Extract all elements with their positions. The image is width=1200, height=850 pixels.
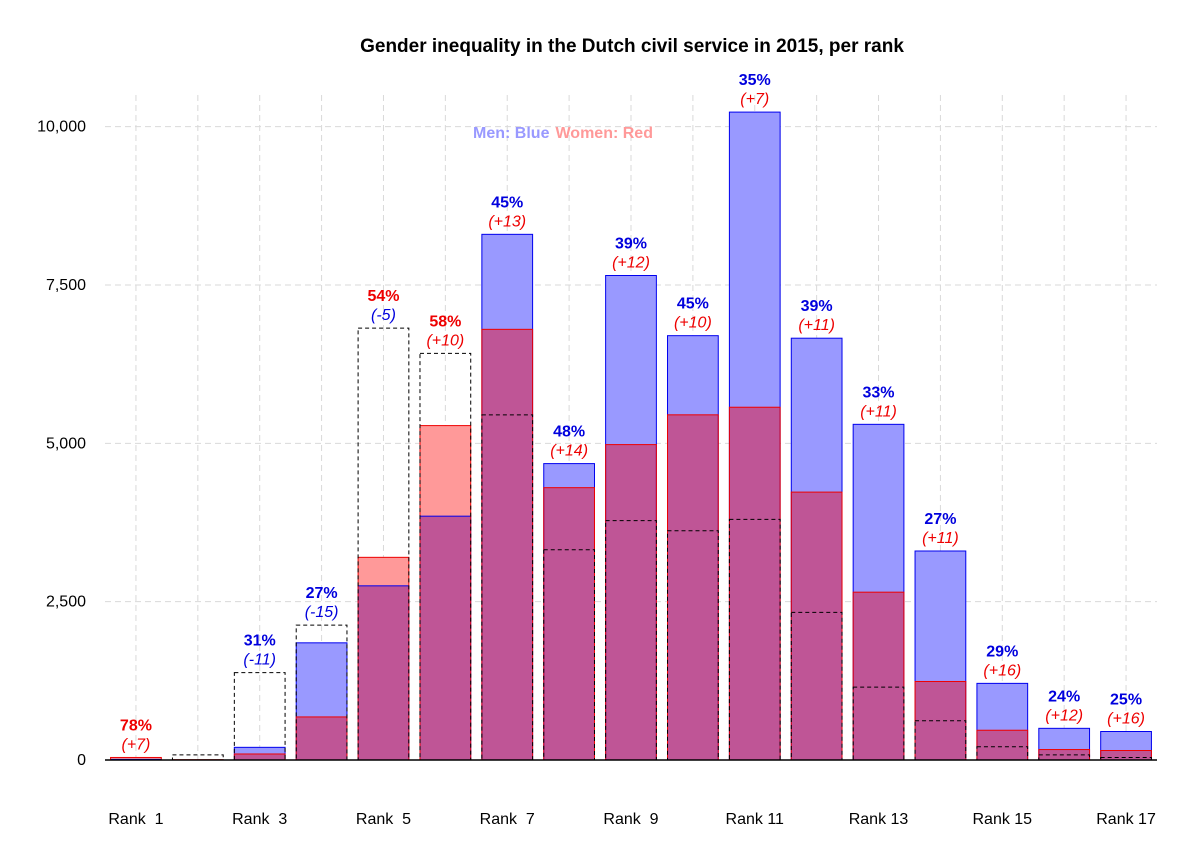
overlap-bar <box>853 592 904 760</box>
men-bar-excess <box>234 747 286 754</box>
percent-label: 35% <box>739 72 771 89</box>
percent-label: 25% <box>1110 692 1142 709</box>
x-tick-label: Rank 1 <box>108 811 163 828</box>
legend-women: Women: Red <box>555 125 652 142</box>
men-bar-excess <box>915 551 966 682</box>
change-label: (+11) <box>798 317 835 334</box>
overlap-bar <box>419 516 471 760</box>
overlap-bar <box>1038 749 1090 760</box>
y-tick-label: 5,000 <box>46 435 86 452</box>
men-bar-excess <box>791 338 843 493</box>
x-tick-label: Rank 17 <box>1096 811 1156 828</box>
x-tick-label: Rank 15 <box>972 811 1032 828</box>
overlap-bar <box>1100 750 1152 760</box>
x-tick-label: Rank 3 <box>232 811 287 828</box>
y-axis: 0 2,500 5,000 7,500 10,000 <box>37 119 86 769</box>
x-tick-label: Rank 9 <box>603 811 658 828</box>
percent-label: 27% <box>306 585 338 602</box>
women-bar-excess <box>110 757 162 760</box>
change-label: (-5) <box>371 307 396 324</box>
change-label: (+7) <box>121 736 150 753</box>
y-tick-label: 0 <box>77 752 86 769</box>
change-label: (+12) <box>1045 707 1083 724</box>
change-label: (+16) <box>983 662 1021 679</box>
men-bar-excess <box>1038 728 1090 750</box>
overlap-bar <box>605 444 657 760</box>
overlap-bar <box>667 414 719 760</box>
chart-title: Gender inequality in the Dutch civil ser… <box>360 36 904 57</box>
men-bar-excess <box>853 424 904 593</box>
legend: Men: Blue Women: Red <box>473 125 653 142</box>
percent-label: 29% <box>986 643 1018 660</box>
bar-labels: (+7) 78% (-11) 31% (-15) 27% (-5) 54% (+10) 58% (+… <box>120 72 1145 753</box>
x-tick-label: Rank 13 <box>849 811 909 828</box>
change-label: (+11) <box>922 530 959 547</box>
change-label: (+7) <box>740 91 769 108</box>
change-label: (+11) <box>860 403 897 420</box>
change-label: (+10) <box>674 315 712 332</box>
dashed-reference-bar <box>976 746 1029 761</box>
percent-label: 27% <box>924 511 956 528</box>
men-bar-excess <box>1100 731 1152 751</box>
percent-label: 39% <box>615 236 647 253</box>
men-bar-excess <box>543 463 595 488</box>
x-tick-label: Rank 11 <box>726 811 785 828</box>
y-tick-label: 7,500 <box>46 277 86 294</box>
change-label: (-15) <box>305 604 339 621</box>
y-tick-label: 2,500 <box>46 594 86 611</box>
men-bar-excess <box>976 683 1028 731</box>
change-label: (+13) <box>488 213 526 230</box>
x-tick-label: Rank 7 <box>480 811 535 828</box>
change-label: (+12) <box>612 255 650 272</box>
y-tick-label: 10,000 <box>37 119 86 136</box>
percent-label: 48% <box>553 424 585 441</box>
percent-label: 78% <box>120 717 152 734</box>
overlap-bar <box>296 716 347 760</box>
overlap-bar <box>481 329 533 760</box>
overlap-bar <box>234 753 286 760</box>
legend-men: Men: Blue <box>473 125 550 142</box>
dashed-reference-bar <box>419 352 472 761</box>
change-label: (+10) <box>426 332 464 349</box>
men-bar-excess <box>667 335 719 415</box>
overlap-bar <box>729 407 781 760</box>
change-label: (-11) <box>243 652 276 669</box>
men-bar-excess <box>605 275 657 445</box>
percent-label: 45% <box>677 296 709 313</box>
percent-label: 54% <box>367 288 399 305</box>
women-bar-excess <box>419 425 471 517</box>
overlap-bar <box>543 487 595 760</box>
percent-label: 58% <box>429 313 461 330</box>
change-label: (+16) <box>1107 711 1145 728</box>
overlap-bar <box>976 730 1028 760</box>
overlap-bar <box>358 585 409 760</box>
men-bar-excess <box>296 642 347 717</box>
women-bar-excess <box>358 557 409 586</box>
men-bar-excess <box>729 112 781 408</box>
dashed-reference-bar <box>543 549 595 761</box>
percent-label: 39% <box>801 298 833 315</box>
percent-label: 31% <box>244 633 276 650</box>
dashed-reference-bar <box>357 327 410 761</box>
percent-label: 33% <box>863 384 895 401</box>
percent-label: 24% <box>1048 688 1080 705</box>
overlap-bar <box>791 492 843 760</box>
x-tick-label: Rank 5 <box>356 811 411 828</box>
men-bar-excess <box>481 234 533 330</box>
change-label: (+14) <box>550 443 588 460</box>
dashed-reference-bar <box>790 611 843 761</box>
percent-label: 45% <box>491 194 523 211</box>
x-axis: Rank 1 Rank 3 Rank 5 Rank 7 Rank 9 Rank 11 Ran… <box>105 759 1157 828</box>
